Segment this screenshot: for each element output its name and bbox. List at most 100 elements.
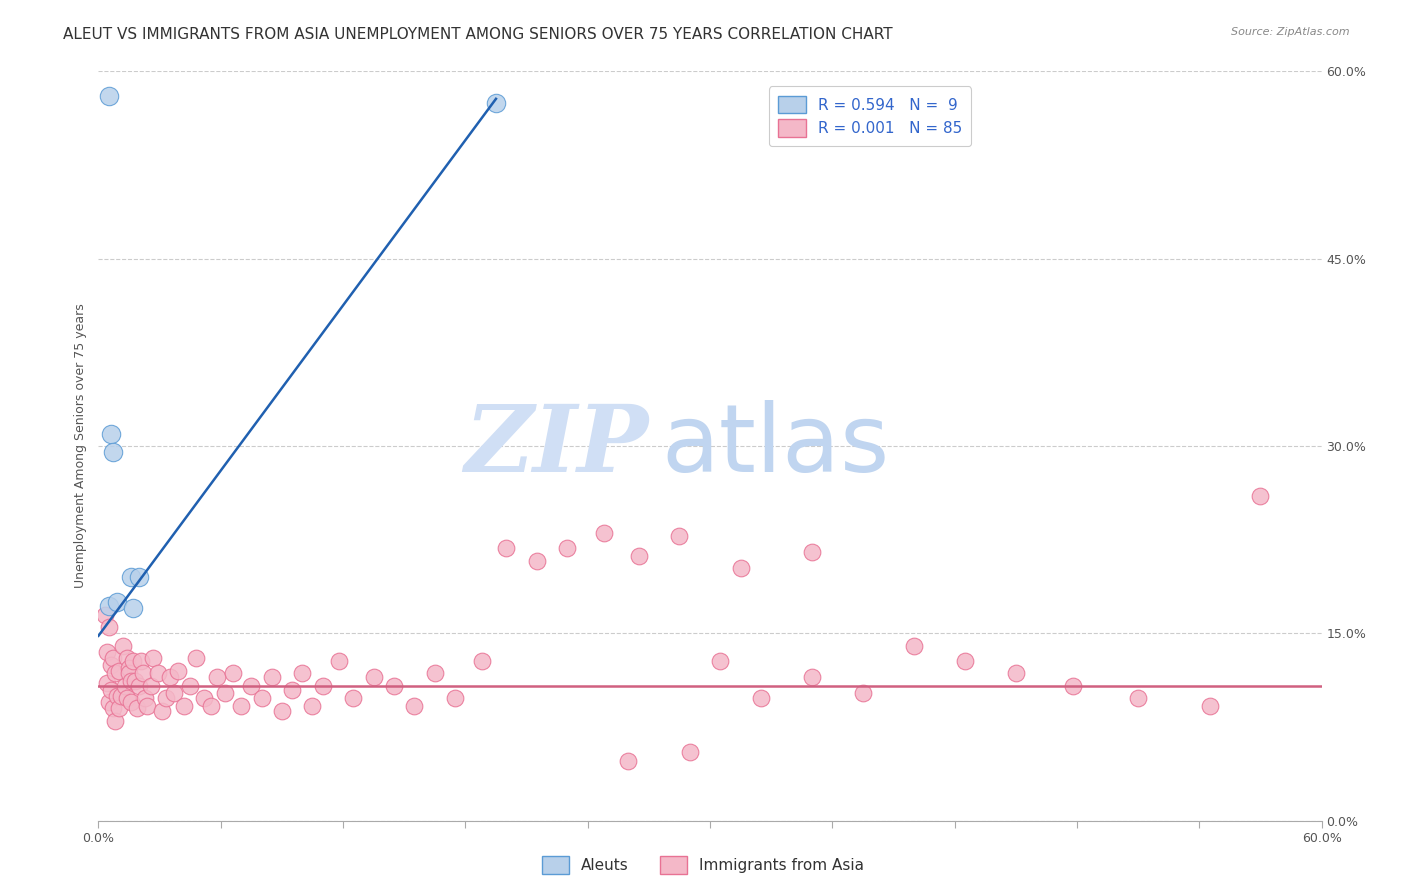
Point <box>100 426 122 441</box>
Point <box>120 673 142 688</box>
Point <box>101 651 124 665</box>
Point <box>146 666 169 681</box>
Point <box>423 666 446 681</box>
Point <box>1128 691 1150 706</box>
Point <box>128 570 150 584</box>
Point <box>163 686 186 700</box>
Point <box>231 698 253 713</box>
Point <box>167 664 190 678</box>
Point <box>709 654 731 668</box>
Point <box>110 689 132 703</box>
Point <box>1198 698 1220 713</box>
Point <box>1249 489 1271 503</box>
Point <box>495 541 517 556</box>
Point <box>159 670 181 684</box>
Point <box>141 679 163 693</box>
Point <box>96 645 118 659</box>
Point <box>101 701 124 715</box>
Point <box>328 654 350 668</box>
Point <box>115 691 138 706</box>
Point <box>101 445 124 459</box>
Point <box>526 554 548 568</box>
Point <box>118 661 141 675</box>
Point <box>120 695 142 709</box>
Point <box>404 698 426 713</box>
Point <box>749 691 772 706</box>
Point <box>97 695 120 709</box>
Point <box>291 666 314 681</box>
Point <box>129 654 152 668</box>
Text: atlas: atlas <box>661 400 890 492</box>
Point <box>205 670 228 684</box>
Point <box>801 545 824 559</box>
Point <box>801 670 824 684</box>
Point <box>93 607 115 622</box>
Point <box>485 95 508 110</box>
Point <box>155 691 177 706</box>
Text: Source: ZipAtlas.com: Source: ZipAtlas.com <box>1232 27 1350 37</box>
Point <box>122 601 145 615</box>
Point <box>1004 666 1026 681</box>
Point <box>96 676 118 690</box>
Point <box>222 666 245 681</box>
Point <box>97 599 120 613</box>
Point <box>240 679 263 693</box>
Point <box>444 691 467 706</box>
Point <box>730 561 752 575</box>
Point <box>627 549 650 563</box>
Point <box>111 639 134 653</box>
Point <box>200 698 222 713</box>
Text: ZIP: ZIP <box>464 401 648 491</box>
Point <box>301 698 323 713</box>
Point <box>104 666 127 681</box>
Point <box>852 686 875 700</box>
Point <box>953 654 976 668</box>
Point <box>617 754 640 768</box>
Point <box>342 691 364 706</box>
Point <box>114 679 136 693</box>
Point <box>193 691 215 706</box>
Point <box>100 657 122 672</box>
Point <box>115 651 138 665</box>
Point <box>108 701 131 715</box>
Point <box>173 698 195 713</box>
Legend: R = 0.594   N =  9, R = 0.001   N = 85: R = 0.594 N = 9, R = 0.001 N = 85 <box>769 87 972 146</box>
Point <box>270 704 294 718</box>
Point <box>104 714 127 728</box>
Point <box>122 654 145 668</box>
Point <box>136 698 159 713</box>
Point <box>555 541 579 556</box>
Point <box>108 664 131 678</box>
Point <box>97 620 120 634</box>
Legend: Aleuts, Immigrants from Asia: Aleuts, Immigrants from Asia <box>536 850 870 880</box>
Point <box>679 745 702 759</box>
Point <box>903 639 925 653</box>
Point <box>120 570 142 584</box>
Point <box>118 666 141 681</box>
Point <box>127 701 149 715</box>
Point <box>124 673 146 688</box>
Point <box>382 679 405 693</box>
Point <box>668 529 690 543</box>
Point <box>260 670 283 684</box>
Point <box>150 704 173 718</box>
Point <box>250 691 273 706</box>
Point <box>97 89 120 103</box>
Point <box>1062 679 1084 693</box>
Point <box>105 595 128 609</box>
Point <box>179 679 201 693</box>
Point <box>593 526 616 541</box>
Point <box>281 682 304 697</box>
Point <box>214 686 236 700</box>
Point <box>100 682 122 697</box>
Point <box>134 691 156 706</box>
Point <box>142 651 165 665</box>
Text: ALEUT VS IMMIGRANTS FROM ASIA UNEMPLOYMENT AMONG SENIORS OVER 75 YEARS CORRELATI: ALEUT VS IMMIGRANTS FROM ASIA UNEMPLOYME… <box>63 27 893 42</box>
Point <box>186 651 208 665</box>
Y-axis label: Unemployment Among Seniors over 75 years: Unemployment Among Seniors over 75 years <box>73 303 87 589</box>
Point <box>132 666 155 681</box>
Point <box>363 670 385 684</box>
Point <box>105 689 128 703</box>
Point <box>471 654 494 668</box>
Point <box>128 679 150 693</box>
